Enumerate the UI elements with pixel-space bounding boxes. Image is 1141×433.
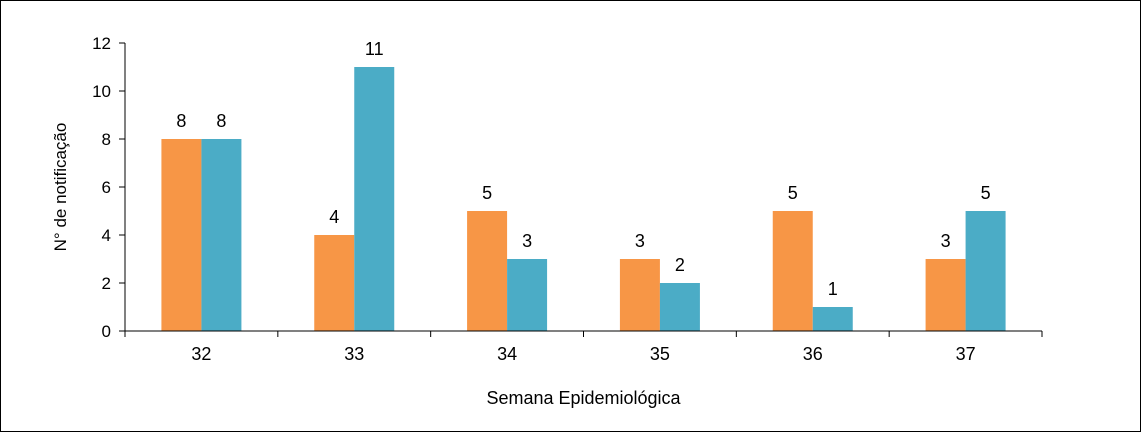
x-axis-ticks: 32 33 34 35 36 37 <box>124 331 1043 364</box>
bar <box>925 259 966 331</box>
y-tick-label: 6 <box>102 178 111 197</box>
y-tick-label: 0 <box>102 322 111 341</box>
bar <box>619 259 660 331</box>
data-label: 3 <box>941 231 951 251</box>
bar <box>467 211 508 331</box>
data-label: 2 <box>675 255 685 275</box>
x-tick-label: 34 <box>497 344 517 364</box>
data-label: 1 <box>828 279 838 299</box>
bar <box>965 211 1006 331</box>
y-tick-label: 12 <box>92 34 111 53</box>
y-axis-ticks: 0 2 4 6 8 10 12 <box>92 34 125 341</box>
x-tick-label: 33 <box>344 344 364 364</box>
data-label: 5 <box>788 183 798 203</box>
x-tick-label: 32 <box>191 344 211 364</box>
data-label: 8 <box>176 111 186 131</box>
data-labels: 8 8 4 11 5 3 3 2 5 1 3 5 <box>176 39 990 299</box>
data-label: 5 <box>482 183 492 203</box>
bar <box>354 67 395 331</box>
bar <box>201 139 242 331</box>
y-tick-label: 8 <box>102 130 111 149</box>
x-axis-title: Semana Epidemiológica <box>486 388 681 408</box>
data-label: 5 <box>981 183 991 203</box>
bar <box>812 307 853 331</box>
y-tick-label: 4 <box>102 226 111 245</box>
bar <box>772 211 813 331</box>
data-label: 3 <box>522 231 532 251</box>
data-label: 11 <box>365 39 384 59</box>
bar <box>161 139 202 331</box>
bar <box>314 235 355 331</box>
x-tick-label: 35 <box>650 344 670 364</box>
bars <box>161 67 1006 331</box>
data-label: 4 <box>329 207 339 227</box>
x-tick-label: 37 <box>956 344 976 364</box>
bar <box>507 259 548 331</box>
bar <box>659 283 700 331</box>
data-label: 8 <box>216 111 226 131</box>
y-tick-label: 2 <box>102 274 111 293</box>
y-tick-label: 10 <box>92 82 111 101</box>
data-label: 3 <box>635 231 645 251</box>
y-axis-title: N° de notificação <box>51 123 70 252</box>
x-tick-label: 36 <box>803 344 823 364</box>
